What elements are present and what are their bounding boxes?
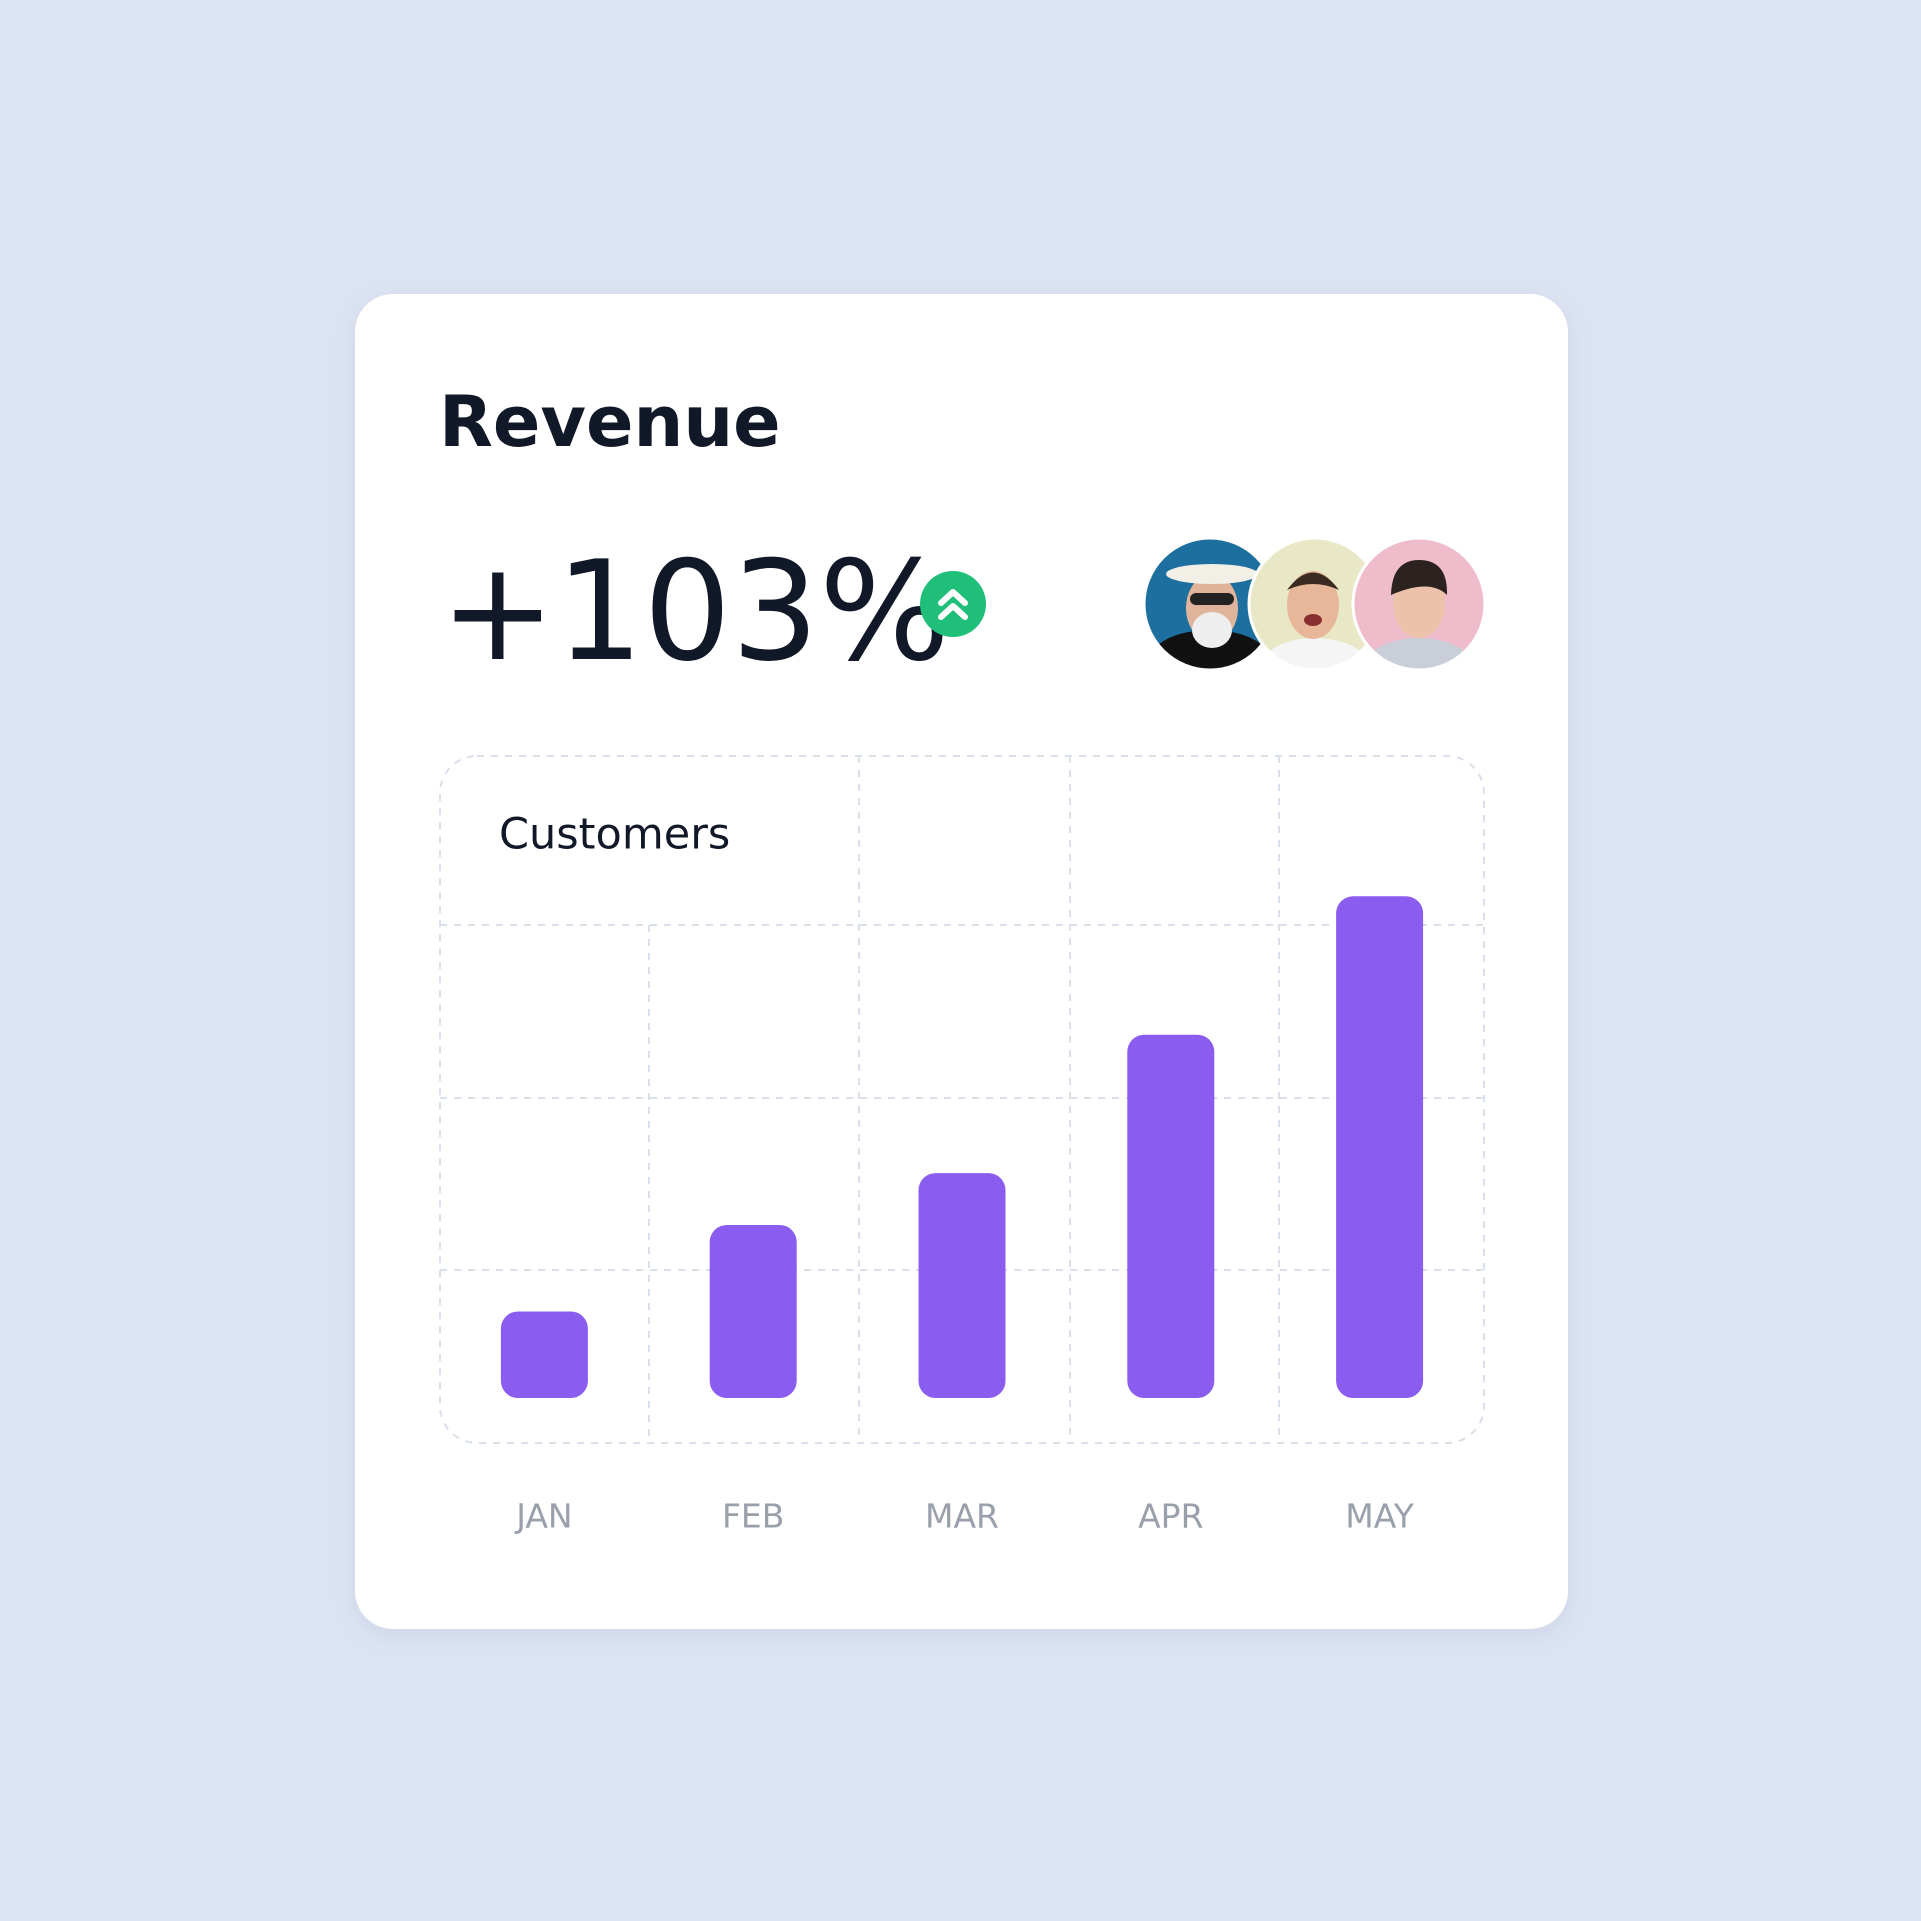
- bar: [709, 1225, 797, 1398]
- avatar: [1145, 539, 1275, 669]
- up-badge: [920, 571, 986, 637]
- bar: [500, 1311, 588, 1398]
- x-tick-label: APR: [1138, 1497, 1203, 1536]
- x-tick-label: FEB: [722, 1497, 784, 1536]
- change-value: +103%: [440, 531, 950, 692]
- avatar: [1354, 539, 1484, 669]
- x-tick-label: JAN: [514, 1497, 572, 1536]
- bar: [918, 1173, 1006, 1398]
- bar: [1336, 896, 1424, 1398]
- avatars: [1142, 536, 1487, 672]
- x-tick-label: MAR: [925, 1497, 999, 1536]
- card-title: Revenue: [439, 381, 781, 463]
- chart-title: Customers: [499, 810, 730, 860]
- x-tick-label: MAY: [1345, 1497, 1414, 1536]
- bar: [1127, 1034, 1215, 1398]
- avatar: [1250, 539, 1380, 669]
